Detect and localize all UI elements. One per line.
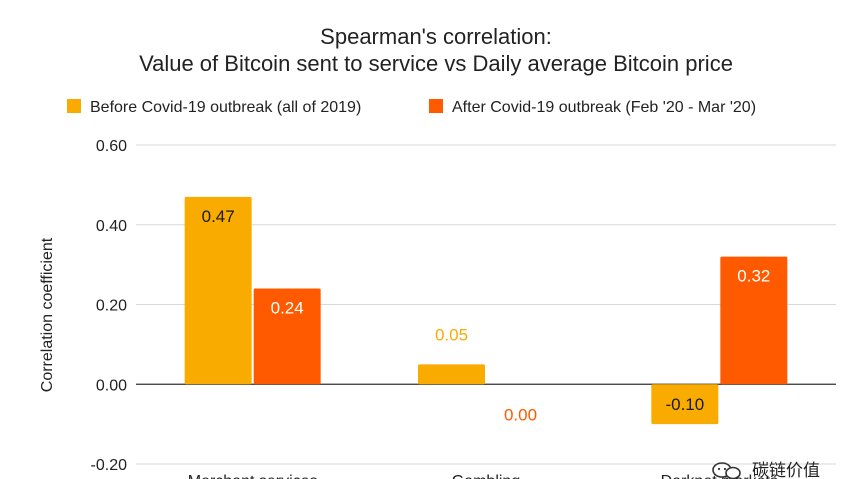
watermark-text: 碳链价值	[752, 461, 820, 479]
y-tick-label: -0.20	[91, 457, 128, 474]
legend-swatch-before	[67, 99, 81, 113]
gridlines	[136, 144, 836, 465]
legend-label-after: After Covid-19 outbreak (Feb '20 - Mar '…	[452, 99, 756, 116]
y-tick-label: 0.00	[96, 377, 127, 394]
data-label: 0.47	[202, 207, 235, 226]
bar-before	[418, 364, 485, 385]
x-category-label: Gambling	[452, 473, 520, 479]
data-label: 0.05	[435, 325, 468, 344]
y-axis-title: Correlation coefficient	[39, 237, 56, 392]
chart-title: Spearman's correlation:	[320, 24, 552, 49]
legend-label-before: Before Covid-19 outbreak (all of 2019)	[90, 99, 361, 116]
bar-before	[184, 196, 252, 385]
data-label: 0.32	[737, 267, 770, 286]
data-labels: 0.47 0.24 0.05 0.00 -0.10 0.32	[202, 207, 771, 424]
legend-swatch-after	[429, 99, 443, 113]
y-tick-label: 0.20	[96, 298, 127, 315]
bar-after	[253, 288, 321, 385]
y-tick-label: 0.60	[96, 138, 127, 155]
x-category-label: Merchant services	[188, 473, 318, 479]
bars	[184, 196, 788, 425]
category-labels: Merchant servicesGamblingDarknet markets	[188, 473, 778, 479]
legend: Before Covid-19 outbreak (all of 2019) A…	[67, 99, 756, 116]
bar-before	[651, 384, 719, 425]
y-tick-label: 0.40	[96, 218, 127, 235]
data-label: -0.10	[665, 395, 704, 414]
data-label: 0.24	[271, 299, 304, 318]
y-axis-ticks: 0.60 0.40 0.20 0.00 -0.20	[91, 138, 128, 474]
chart-subtitle: Value of Bitcoin sent to service vs Dail…	[139, 51, 733, 76]
bar-after	[720, 256, 788, 385]
wechat-icon	[712, 462, 741, 479]
data-label: 0.00	[504, 405, 537, 424]
watermark: 碳链价值	[712, 461, 820, 479]
